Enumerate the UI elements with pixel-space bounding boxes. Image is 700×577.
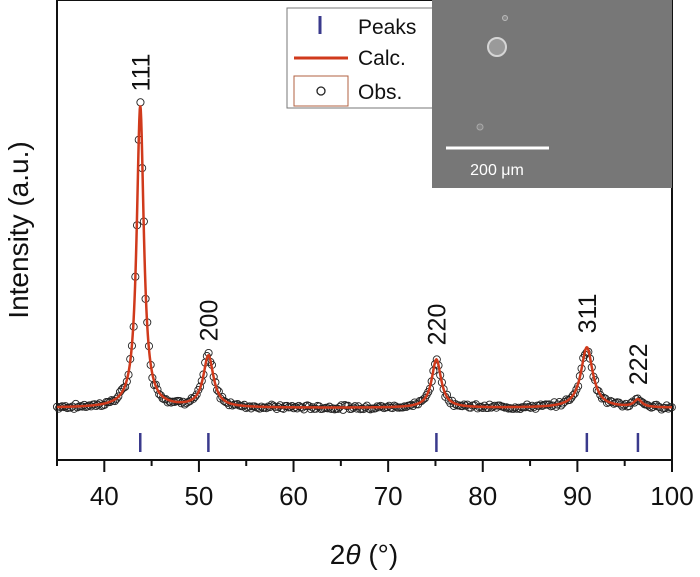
sem-particle-small bbox=[502, 15, 508, 21]
legend-obs-marker bbox=[316, 86, 326, 96]
observed-point bbox=[112, 394, 121, 403]
sem-scale-label: 200 μm bbox=[470, 162, 524, 179]
peak-position-marks bbox=[139, 433, 640, 452]
legend: Peaks Calc. Obs. bbox=[286, 7, 434, 109]
observed-point bbox=[594, 387, 603, 396]
x-tick-label: 70 bbox=[374, 481, 403, 511]
observed-point bbox=[664, 404, 673, 413]
x-tick-label: 50 bbox=[184, 481, 213, 511]
legend-obs-box bbox=[293, 75, 349, 107]
x-tick-label: 90 bbox=[563, 481, 592, 511]
x-axis-title-unit: (°) bbox=[361, 539, 399, 570]
x-axis-title-symbol: θ bbox=[345, 539, 360, 570]
observed-point bbox=[192, 390, 201, 399]
legend-peaks-label: Peaks bbox=[358, 16, 416, 39]
peak-labels: 111 200 220 311 222 bbox=[127, 53, 653, 385]
observed-point bbox=[306, 404, 315, 414]
peak-label-111: 111 bbox=[127, 53, 155, 91]
peak-label-220: 220 bbox=[423, 304, 451, 346]
peak-label-222: 222 bbox=[625, 343, 653, 385]
peak-label-200: 200 bbox=[195, 300, 223, 342]
x-tick-label: 40 bbox=[90, 481, 119, 511]
observed-point bbox=[153, 385, 162, 394]
x-axis-title-prefix: 2 bbox=[330, 539, 346, 570]
legend-calc-label: Calc. bbox=[358, 47, 406, 70]
sem-particle bbox=[487, 37, 507, 57]
x-tick-label: 60 bbox=[279, 481, 308, 511]
x-tick-label: 100 bbox=[650, 481, 693, 511]
x-tick-label: 80 bbox=[468, 481, 497, 511]
observed-point bbox=[190, 392, 199, 401]
sem-particle-small bbox=[476, 123, 484, 131]
x-axis-title: 2θ (°) bbox=[330, 539, 398, 570]
legend-obs-label: Obs. bbox=[358, 81, 402, 104]
peak-label-311: 311 bbox=[574, 293, 602, 333]
observed-point bbox=[114, 392, 123, 401]
calculated-series-line bbox=[56, 105, 672, 409]
sem-inset: 200 μm bbox=[432, 0, 672, 188]
observed-point bbox=[366, 405, 375, 414]
observed-point bbox=[568, 391, 578, 400]
sem-inset-image bbox=[432, 0, 672, 188]
x-axis: 40 50 60 70 80 90 100 bbox=[56, 460, 694, 511]
y-axis-title: Intensity (a.u.) bbox=[3, 141, 34, 318]
